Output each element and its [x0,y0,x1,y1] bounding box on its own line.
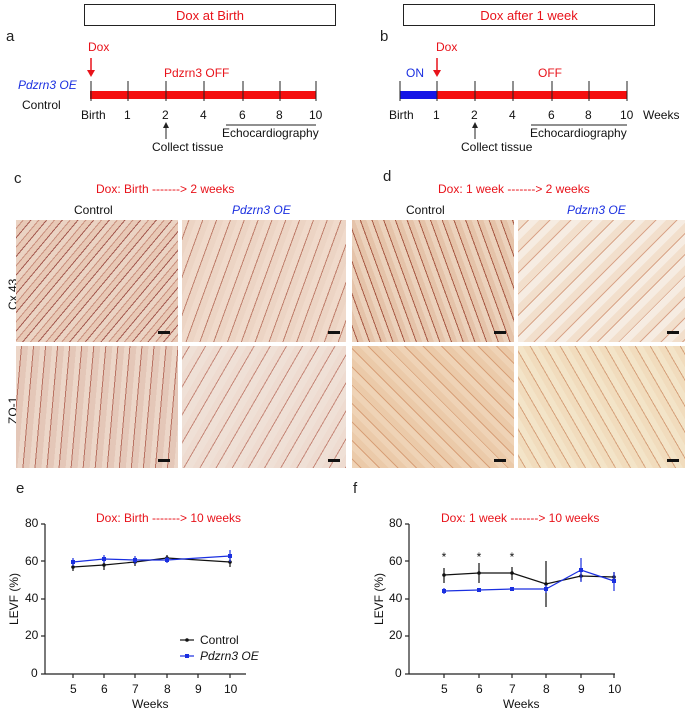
x-tick-7: 7 [132,682,139,696]
micrograph-d-zo1-oe [518,346,685,468]
tick-label-1: 1 [124,108,131,122]
weeks-unit-label: Weeks [643,108,680,122]
collect-tissue-label: Collect tissue [461,140,533,154]
x-tick-6: 6 [476,682,483,696]
svg-text:*: * [442,550,447,564]
pdzrn3-off-label: Pdzrn3 OFF [164,66,230,80]
y-tick-0: 0 [31,666,38,680]
y-axis-label: LEVF (%) [372,572,386,625]
tick-label-6: 6 [548,108,555,122]
tick-label-8: 8 [276,108,283,122]
chart-e-title: Dox: Birth -------> 10 weeks [96,511,242,525]
y-tick-40: 40 [25,591,39,605]
x-axis-label: Weeks [132,697,169,711]
column-header-control: Control [406,203,445,217]
scale-bar [667,331,679,334]
chart-f-title: Dox: 1 week -------> 10 weeks [441,511,600,525]
x-tick-10: 10 [608,682,622,696]
tick-label-10: 10 [620,108,634,122]
scale-bar [494,331,506,334]
x-axis-label: Weeks [503,697,540,711]
y-tick-60: 60 [25,554,39,568]
x-tick-6: 6 [101,682,108,696]
y-tick-40: 40 [389,591,403,605]
group-control-label: Control [22,98,61,112]
timeline-a-icon [87,58,317,139]
legend-control: Control [200,633,239,647]
tick-label-birth: Birth [81,108,106,122]
x-tick-5: 5 [70,682,77,696]
panel-d-subtitle: Dox: 1 week -------> 2 weeks [438,182,590,196]
y-tick-80: 80 [25,516,39,530]
svg-text:*: * [477,550,482,564]
panel-a-title-box: Dox at Birth [84,4,336,26]
panel-b-title-box: Dox after 1 week [403,4,655,26]
panel-letter-e: e [16,480,25,497]
echocardiography-label: Echocardiography [530,126,627,140]
panel-letter-a: a [6,28,15,45]
scale-bar [158,331,170,334]
column-header-control: Control [74,203,113,217]
micrograph-d-cx43-control [352,220,514,342]
tick-label-4: 4 [509,108,516,122]
panel-letter-d: d [383,168,392,185]
dox-label: Dox [436,40,458,54]
x-tick-8: 8 [543,682,550,696]
chart-e-plot [41,523,246,678]
scale-bar [158,459,170,462]
panel-letter-f: f [353,480,358,497]
scale-bar [494,459,506,462]
tick-label-4: 4 [200,108,207,122]
panel-letter-c: c [14,170,22,187]
micrograph-c-zo1-oe [182,346,346,468]
micrograph-c-zo1-control [16,346,178,468]
collect-tissue-label: Collect tissue [152,140,224,154]
on-label: ON [406,66,424,80]
tick-label-2: 2 [471,108,478,122]
scale-bar [328,331,340,334]
tick-label-2: 2 [162,108,169,122]
group-oe-label: Pdzrn3 OE [18,78,77,92]
x-tick-8: 8 [164,682,171,696]
micrograph-c-cx43-control [16,220,178,342]
tick-label-8: 8 [585,108,592,122]
svg-text:*: * [510,550,515,564]
x-tick-7: 7 [509,682,516,696]
y-tick-20: 20 [25,628,39,642]
panel-c-subtitle: Dox: Birth -------> 2 weeks [96,182,235,196]
panel-letter-b: b [380,28,389,45]
scale-bar [328,459,340,462]
tick-label-birth: Birth [389,108,414,122]
tick-label-6: 6 [239,108,246,122]
y-tick-0: 0 [395,666,402,680]
tick-label-1: 1 [433,108,440,122]
scale-bar [667,459,679,462]
micrograph-c-cx43-oe [182,220,346,342]
x-tick-9: 9 [195,682,202,696]
micrograph-d-zo1-control [352,346,514,468]
off-label: OFF [538,66,562,80]
chart-f-plot: * * * [405,523,616,678]
x-tick-10: 10 [224,682,238,696]
y-axis-label: LEVF (%) [7,572,21,625]
x-tick-9: 9 [578,682,585,696]
legend-oe: Pdzrn3 OE [200,649,259,663]
column-header-oe: Pdzrn3 OE [567,203,626,217]
column-header-oe: Pdzrn3 OE [232,203,291,217]
dox-label: Dox [88,40,110,54]
micrograph-d-cx43-oe [518,220,685,342]
timeline-b-icon [399,58,628,139]
echocardiography-label: Echocardiography [222,126,319,140]
x-tick-5: 5 [441,682,448,696]
y-tick-60: 60 [389,554,403,568]
tick-label-10: 10 [309,108,323,122]
y-tick-80: 80 [389,516,403,530]
y-tick-20: 20 [389,628,403,642]
